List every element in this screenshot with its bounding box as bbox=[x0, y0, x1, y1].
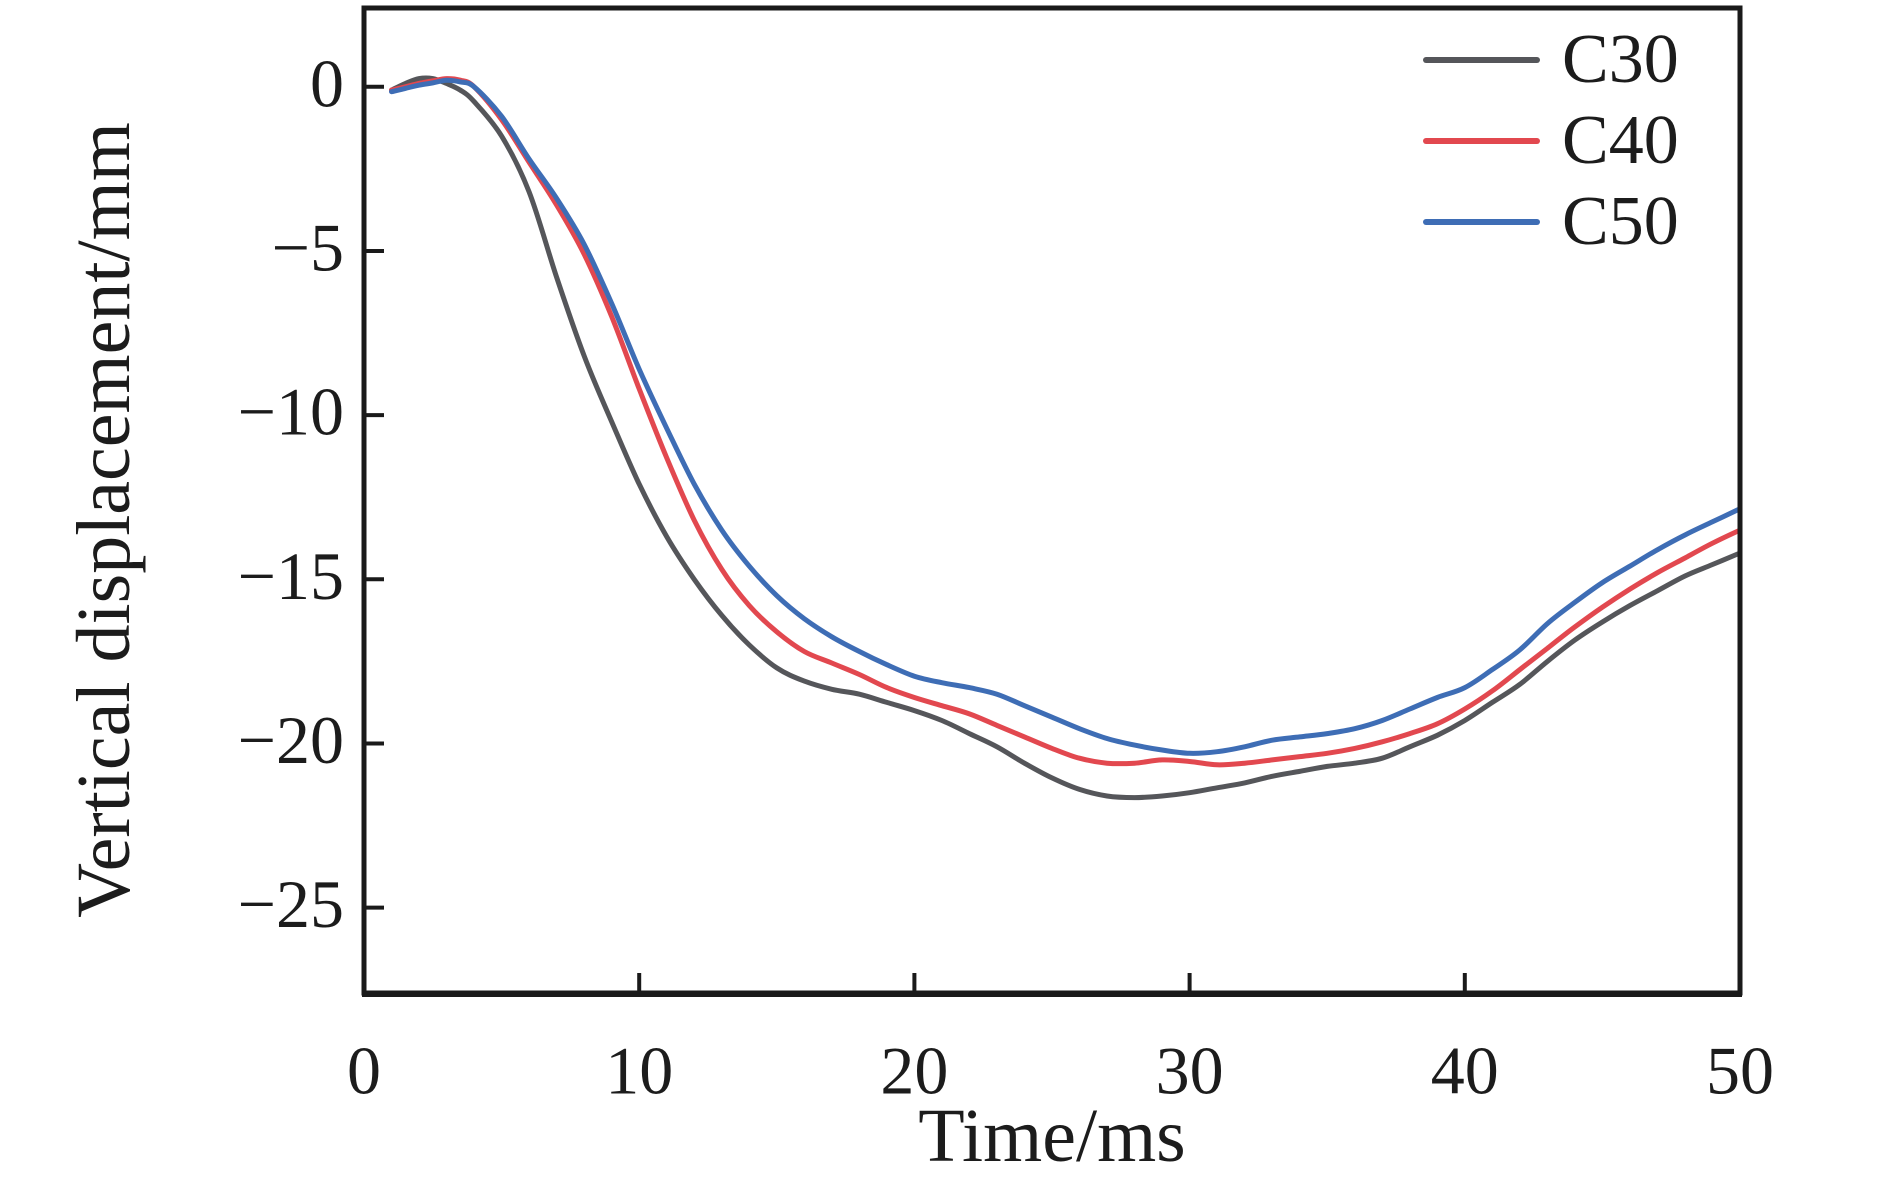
legend-item-c40: C40 bbox=[1423, 100, 1679, 181]
x-tick-label: 30 bbox=[1156, 1033, 1224, 1109]
legend-item-c30: C30 bbox=[1423, 19, 1679, 100]
x-tick-label: 20 bbox=[880, 1033, 948, 1109]
x-tick-label: 10 bbox=[605, 1033, 673, 1109]
series-line-c40 bbox=[389, 76, 1743, 768]
y-tick-label: 0 bbox=[310, 45, 344, 121]
y-tick-label: −20 bbox=[238, 702, 344, 778]
y-axis-title: Vertical displacement/mm bbox=[62, 122, 146, 918]
series-line-c50 bbox=[389, 77, 1743, 756]
legend-item-c50: C50 bbox=[1423, 181, 1679, 262]
legend-label-c50: C50 bbox=[1562, 182, 1679, 260]
x-tick-label: 50 bbox=[1706, 1033, 1774, 1109]
y-tick-label: −5 bbox=[272, 210, 344, 286]
legend-line-swatch-c30 bbox=[1423, 56, 1540, 63]
y-tick-label: −25 bbox=[238, 866, 344, 942]
legend-label-c40: C40 bbox=[1562, 101, 1679, 179]
series-line-c30 bbox=[389, 75, 1743, 801]
x-tick-label: 0 bbox=[347, 1033, 381, 1109]
legend: C30 C40 C50 bbox=[1423, 19, 1679, 262]
legend-line-swatch-c40 bbox=[1423, 137, 1540, 144]
y-tick-label: −10 bbox=[238, 374, 344, 450]
y-tick-label: −15 bbox=[238, 538, 344, 614]
legend-label-c30: C30 bbox=[1562, 20, 1679, 98]
x-axis-title: Time/ms bbox=[918, 1094, 1186, 1178]
x-tick-label: 40 bbox=[1431, 1033, 1499, 1109]
legend-line-swatch-c50 bbox=[1423, 218, 1540, 225]
